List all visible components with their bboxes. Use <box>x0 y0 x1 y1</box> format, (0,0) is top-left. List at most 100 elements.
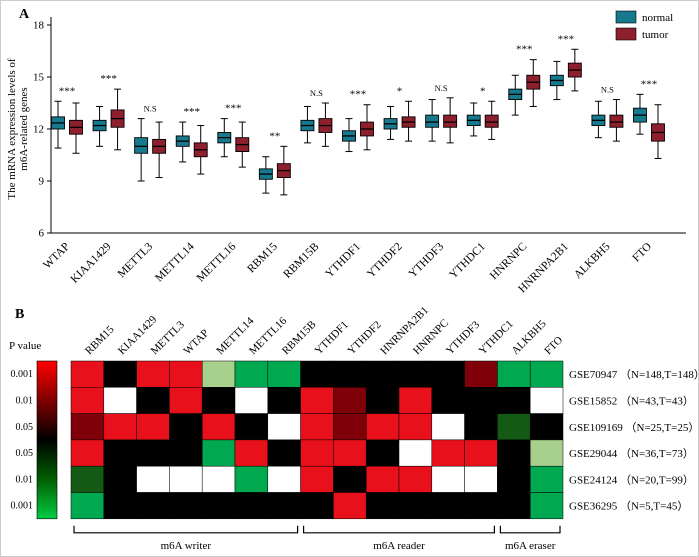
box-normal-ALKBH5 <box>591 100 606 139</box>
heatmap-cell <box>103 465 137 493</box>
heatmap-cell <box>136 360 170 388</box>
box-tumor-RBM15B <box>318 102 333 147</box>
colorbar-tick-label: 0.001 <box>11 501 34 512</box>
heatmap-cell <box>300 360 334 388</box>
sig-label: *** <box>350 89 367 101</box>
box-normal-FTO <box>633 93 647 135</box>
gene-label: RBM15 <box>245 240 280 275</box>
row-label: GSE15852 （N=43,T=43） <box>569 394 694 407</box>
heatmap-cell <box>267 492 301 520</box>
box <box>134 137 149 154</box>
box-tumor-METTL14 <box>193 125 208 175</box>
heatmap-cell <box>431 439 465 467</box>
box-tumor-HNRNPA2B1 <box>567 48 582 92</box>
heatmap-cell <box>234 492 269 520</box>
gene-label: ALKBH5 <box>572 240 613 281</box>
gene-label: YTHDF1 <box>323 240 363 280</box>
box-tumor-YTHDF1 <box>360 104 374 151</box>
gene-label: RBM15B <box>281 240 321 280</box>
column-label-WTAP: WTAP <box>181 327 211 357</box>
y-tick-label: 6 <box>39 228 45 240</box>
gene-label: WTAP <box>41 241 72 272</box>
box-tumor-FTO <box>651 104 665 159</box>
column-label-ALKBH5: ALKBH5 <box>509 318 549 358</box>
heatmap-cell <box>267 360 301 388</box>
box-tumor-WTAP <box>69 102 83 154</box>
panel-a-label: A <box>19 7 30 22</box>
group-label: m6A reader <box>373 540 425 552</box>
box-normal-RBM15B <box>300 105 315 144</box>
heatmap-cell <box>169 492 203 520</box>
row-label: GSE36295 （N=5,T=45） <box>569 500 688 513</box>
heatmap-cell <box>70 387 105 414</box>
gene-label: METTL14 <box>153 240 197 284</box>
heatmap-cell <box>529 360 564 388</box>
box-tumor-METTL16 <box>235 121 250 168</box>
box-tumor-RBM15 <box>276 145 291 196</box>
heatmap-cell <box>169 360 203 388</box>
heatmap-cell <box>529 413 564 441</box>
heatmap-cell <box>70 360 105 388</box>
heatmap-cell <box>398 465 433 493</box>
heatmap-cell <box>103 387 137 414</box>
group-bracket <box>499 525 561 534</box>
sig-label: N.S <box>601 85 614 95</box>
heatmap-cell <box>267 387 301 414</box>
column-label-YTHDF2: YTHDF2 <box>345 319 383 357</box>
heatmap-cell <box>169 413 203 441</box>
heatmap-cell <box>497 465 531 493</box>
y-tick-label: 18 <box>33 20 45 32</box>
gene-label: YTHDC1 <box>447 240 488 281</box>
box-normal-METTL16 <box>217 118 232 158</box>
group-bracket <box>303 525 495 534</box>
gene-label: FTO <box>630 241 654 265</box>
heatmap-cell <box>431 360 465 388</box>
heatmap-cell <box>169 387 203 414</box>
heatmap-cell <box>529 387 564 414</box>
heatmap-cell <box>234 439 269 467</box>
gene-label: METTL3 <box>116 240 156 280</box>
heatmap-cell <box>136 413 170 441</box>
box-normal-METTL3 <box>134 118 149 182</box>
heatmap-cell <box>201 360 236 388</box>
legend-label-normal: normal <box>642 12 673 24</box>
p-value-colorbar <box>36 360 58 520</box>
heatmap-cell <box>497 387 531 414</box>
box-normal-RBM15 <box>258 156 273 194</box>
legend-swatch-normal <box>615 10 637 24</box>
heatmap-cell <box>398 492 433 520</box>
heatmap-cell <box>497 439 531 467</box>
heatmap-cell <box>169 439 203 467</box>
heatmap-cell <box>136 465 170 493</box>
heatmap-cell <box>70 465 105 493</box>
box-normal-METTL14 <box>175 121 190 163</box>
heatmap-cell <box>267 413 301 441</box>
heatmap-cell <box>365 387 400 414</box>
legend-swatch-tumor <box>615 27 637 41</box>
heatmap-cell <box>103 492 137 520</box>
heatmap-cell <box>103 439 137 467</box>
heatmap-cell <box>300 492 334 520</box>
column-label-YTHDC1: YTHDC1 <box>477 318 516 357</box>
heatmap-cell <box>103 413 137 441</box>
heatmap-cell <box>529 465 564 493</box>
sig-label: *** <box>558 33 575 45</box>
column-label-FTO: FTO <box>542 334 565 357</box>
heatmap-cell <box>431 413 465 441</box>
box-normal-YTHDC1 <box>466 102 481 137</box>
group-label: m6A writer <box>161 540 212 552</box>
sig-label: *** <box>100 73 117 85</box>
heatmap-cell <box>70 413 105 441</box>
box-normal-HNRNPC <box>508 74 523 116</box>
box-normal-HNRNPA2B1 <box>549 60 564 101</box>
box <box>443 114 458 128</box>
heatmap-cell <box>267 465 301 493</box>
gene-label: KIAA1429 <box>69 240 114 285</box>
heatmap-cell <box>464 492 498 520</box>
heatmap-cell <box>365 413 400 441</box>
sig-label: * <box>480 85 486 97</box>
heatmap-cell <box>169 465 203 493</box>
sig-label: *** <box>183 106 200 118</box>
box-tumor-YTHDF2 <box>401 100 416 142</box>
